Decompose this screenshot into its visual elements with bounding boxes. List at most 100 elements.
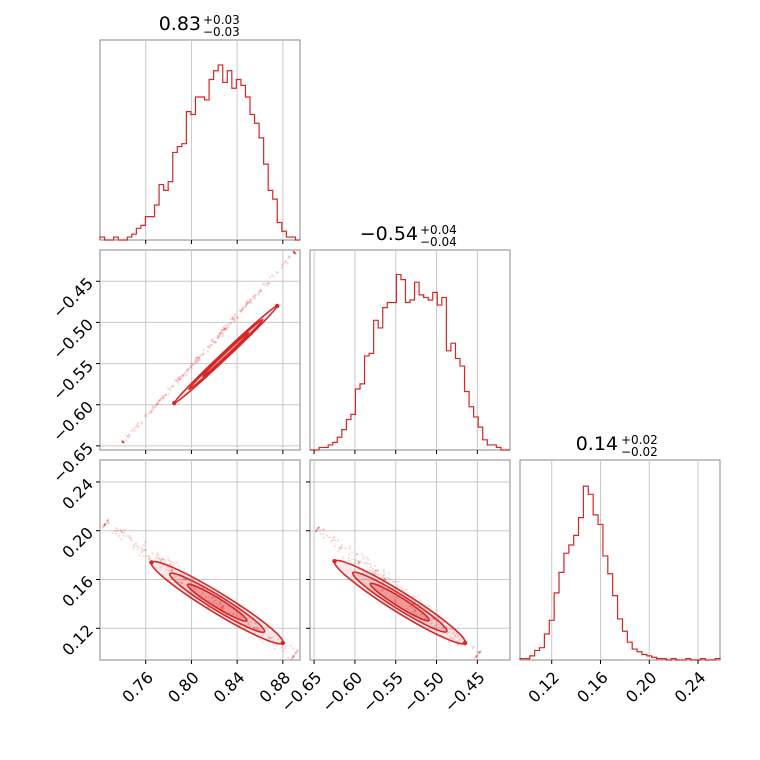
scatter-point <box>394 600 397 603</box>
scatter-point <box>214 599 217 602</box>
scatter-point <box>147 557 150 560</box>
scatter-point <box>276 271 279 274</box>
scatter13-grid <box>100 460 300 660</box>
scatter-point <box>221 605 224 608</box>
y-tick-label: −0.55 <box>49 356 97 404</box>
scatter-point <box>148 412 151 415</box>
scatter-point <box>157 399 160 402</box>
scatter-point <box>261 282 265 285</box>
scatter-point <box>129 537 133 540</box>
scatter-point <box>448 631 451 634</box>
scatter-point <box>284 260 287 263</box>
scatter-point <box>240 310 243 313</box>
scatter-point <box>275 271 278 274</box>
x-tick-label: 0.12 <box>524 668 563 707</box>
scatter-point <box>202 352 205 355</box>
scatter-point <box>294 252 297 255</box>
scatter-point <box>192 363 195 366</box>
hist3-ticks <box>551 660 699 664</box>
scatter-point <box>195 356 198 359</box>
scatter-point <box>387 572 390 575</box>
scatter-point <box>256 626 259 629</box>
scatter-point <box>339 546 342 549</box>
scatter-point <box>198 355 201 358</box>
scatter-point <box>430 622 433 625</box>
scatter-point <box>140 421 143 424</box>
scatter-point <box>369 563 372 566</box>
scatter-point <box>257 628 260 632</box>
scatter-point <box>371 568 374 571</box>
hist2-title-value: −0.54 <box>360 223 418 245</box>
scatter-point <box>475 655 478 658</box>
scatter-point <box>198 358 201 362</box>
scatter-point <box>221 329 224 332</box>
scatter-point <box>130 539 133 542</box>
scatter-point <box>122 531 126 534</box>
scatter-point <box>196 358 199 361</box>
scatter-point <box>267 636 270 639</box>
scatter-point <box>294 652 297 655</box>
scatter-point <box>214 341 217 344</box>
scatter-point <box>222 331 225 334</box>
scatter-point <box>224 327 227 330</box>
scatter-point <box>103 523 106 527</box>
scatter-point <box>218 335 221 338</box>
scatter-point <box>228 611 231 614</box>
scatter-point <box>220 331 223 334</box>
scatter-point <box>133 429 136 432</box>
scatter-point <box>103 523 106 526</box>
scatter-point <box>143 541 146 544</box>
scatter-point <box>411 606 414 609</box>
scatter-point <box>425 617 428 620</box>
density-contour-2 <box>351 571 448 633</box>
scatter-point <box>474 655 478 658</box>
scatter-point <box>247 617 250 620</box>
scatter-point <box>223 328 226 331</box>
scatter-point <box>170 569 174 572</box>
scatter-point <box>427 604 430 607</box>
scatter-point <box>186 369 189 372</box>
scatter-point <box>121 440 124 443</box>
contour-tail-point <box>274 303 280 309</box>
scatter-point <box>183 371 187 374</box>
scatter-point <box>156 401 159 404</box>
scatter-point <box>113 529 116 533</box>
scatter-point <box>188 367 191 370</box>
scatter-point <box>207 345 210 349</box>
scatter-point <box>159 565 162 569</box>
scatter-point <box>178 378 182 381</box>
scatter-point <box>164 560 167 564</box>
scatter12-points <box>121 250 297 444</box>
scatter-point <box>169 562 172 566</box>
scatter-point <box>175 379 178 382</box>
scatter-point <box>377 569 380 572</box>
scatter-point <box>206 345 209 348</box>
scatter-point <box>435 624 438 627</box>
scatter-point <box>413 609 416 613</box>
scatter-point <box>114 532 117 535</box>
scatter-point <box>250 301 253 304</box>
scatter-point <box>206 350 209 353</box>
scatter-point <box>121 440 124 443</box>
scatter-point <box>231 317 234 320</box>
scatter-point <box>221 333 224 336</box>
scatter23-contours <box>332 559 468 646</box>
scatter-point <box>236 316 239 320</box>
hist3-title-value: 0.14 <box>576 433 618 455</box>
scatter-point <box>293 252 297 255</box>
scatter-point <box>414 608 417 611</box>
scatter-point <box>338 546 341 549</box>
scatter-point <box>272 636 275 639</box>
scatter-point <box>478 650 481 654</box>
scatter-point <box>189 365 192 368</box>
scatter-point <box>442 629 445 632</box>
scatter-point <box>247 302 250 305</box>
scatter-point <box>127 433 131 436</box>
scatter-point <box>194 361 197 364</box>
scatter-point <box>122 441 125 444</box>
scatter-point <box>236 316 239 319</box>
scatter-point <box>294 651 297 655</box>
scatter-point <box>322 528 325 532</box>
scatter-point <box>123 529 126 532</box>
scatter-point <box>356 562 360 565</box>
